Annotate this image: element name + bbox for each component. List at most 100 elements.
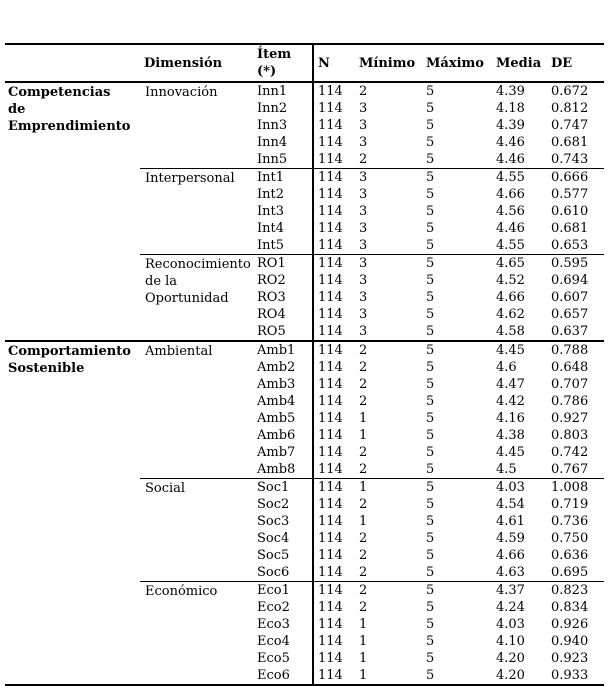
dimension-cell: Innovación [140, 82, 253, 100]
item-cell: Amb6 [257, 428, 296, 443]
max-cell: 5 [426, 445, 435, 460]
min-cell: 2 [359, 531, 368, 546]
sd-cell: 0.707 [551, 377, 589, 392]
table-row: Soc6 114 2 5 4.63 0.695 [5, 564, 604, 582]
item-cell: Amb7 [257, 445, 296, 460]
mean-cell: 4.20 [496, 651, 525, 666]
n-cell: 114 [312, 289, 355, 306]
max-cell: 5 [422, 564, 492, 582]
group-cell [5, 151, 140, 169]
n-cell: 114 [312, 254, 355, 272]
table-row: Soc2 114 2 5 4.54 0.719 [5, 496, 604, 513]
sd-cell: 1.008 [551, 480, 589, 495]
table-row: Amb2 114 2 5 4.6 0.648 [5, 359, 604, 376]
min-cell: 3 [359, 273, 368, 288]
mean-cell: 4.66 [496, 548, 525, 563]
dimension-cell [140, 203, 253, 220]
n-cell: 114 [312, 461, 355, 479]
table-row: Eco5 114 1 5 4.20 0.923 [5, 650, 604, 667]
group-cell [5, 220, 140, 237]
item-cell: Eco6 [253, 667, 313, 686]
dimension-cell [140, 633, 253, 650]
n-cell: 114 [312, 306, 355, 323]
sd-cell: 0.666 [551, 170, 589, 185]
n-cell: 114 [312, 376, 355, 393]
item-cell: Int2 [257, 187, 285, 202]
table-body: Competencias de Emprendimiento Innovación… [5, 82, 604, 686]
max-cell: 5 [426, 290, 435, 305]
max-cell: 5 [426, 531, 435, 546]
n-cell: 114 [312, 650, 355, 667]
min-cell: 2 [359, 343, 368, 358]
descriptive-statistics-table: Dimensión Ítem (*) N Mínimo Máximo Media … [5, 43, 604, 686]
n-cell: 114 [312, 599, 355, 616]
group-cell [5, 461, 140, 479]
mean-cell: 4.59 [496, 531, 525, 546]
dimension-cell [140, 513, 253, 530]
table-row: Amb6 114 1 5 4.38 0.803 [5, 427, 604, 444]
group-cell [5, 169, 140, 187]
group-cell [5, 376, 140, 393]
min-cell: 2 [359, 600, 368, 615]
item-cell: Amb5 [257, 411, 296, 426]
group-cell [5, 393, 140, 410]
max-cell: 5 [426, 617, 435, 632]
header-min: Mínimo [355, 44, 422, 83]
group-cell [5, 427, 140, 444]
table-row: Competencias de Emprendimiento Innovación… [5, 82, 604, 134]
dimension-cell [140, 547, 253, 564]
n-cell: 114 [312, 341, 355, 359]
dimension-cell [140, 393, 253, 410]
mean-cell: 4.61 [496, 514, 525, 529]
sd-cell: 0.577 [551, 187, 589, 202]
table-row: Amb5 114 1 5 4.16 0.927 [5, 410, 604, 427]
dimension-cell: Reconocimiento de la Oportunidad [140, 255, 253, 306]
group-cell [5, 272, 140, 289]
header-group [5, 44, 140, 83]
max-cell: 5 [422, 461, 492, 479]
max-cell: 5 [426, 651, 435, 666]
dimension-cell [140, 427, 253, 444]
sd-cell: 0.607 [551, 290, 589, 305]
item-cell: Eco2 [257, 600, 290, 615]
group-label: Competencias de Emprendimiento [8, 85, 131, 134]
table-row: Soc3 114 1 5 4.61 0.736 [5, 513, 604, 530]
item-cell: Eco3 [257, 617, 290, 632]
n-cell: 114 [312, 513, 355, 530]
group-cell [5, 117, 140, 134]
n-cell: 114 [312, 117, 355, 134]
dimension-cell [140, 496, 253, 513]
dimension-cell [140, 272, 253, 289]
table-row: Interpersonal Int1 114 3 5 4.55 0.666 [5, 168, 604, 187]
item-cell: RO3 [257, 290, 286, 305]
item-cell: Inn4 [257, 135, 288, 150]
sd-cell: 0.636 [551, 548, 589, 563]
dimension-cell [140, 100, 253, 117]
max-cell: 5 [422, 237, 492, 255]
sd-cell: 0.923 [551, 651, 589, 666]
min-cell: 3 [359, 204, 368, 219]
min-cell: 2 [359, 360, 368, 375]
item-cell: Inn5 [253, 151, 313, 169]
sd-cell: 0.803 [551, 428, 589, 443]
min-cell: 3 [359, 118, 368, 133]
max-cell: 5 [422, 151, 492, 169]
sd-cell: 0.648 [551, 360, 589, 375]
sd-cell: 0.610 [551, 204, 589, 219]
mean-cell: 4.39 [496, 118, 525, 133]
group-cell [5, 134, 140, 151]
sd-cell: 0.933 [547, 667, 604, 686]
dimension-cell [140, 616, 253, 633]
n-cell: 114 [312, 616, 355, 633]
sd-cell: 0.786 [551, 394, 589, 409]
sd-cell: 0.672 [551, 84, 589, 99]
min-cell: 3 [359, 256, 368, 271]
group-label: Comportamiento Sostenible [8, 344, 131, 376]
table-row: Int3 114 3 5 4.56 0.610 [5, 203, 604, 220]
dimension-cell [140, 530, 253, 547]
dimension-cell [140, 410, 253, 427]
item-cell: RO1 [257, 256, 286, 271]
mean-cell: 4.55 [496, 170, 525, 185]
n-cell: 114 [312, 220, 355, 237]
n-cell: 114 [312, 82, 355, 100]
